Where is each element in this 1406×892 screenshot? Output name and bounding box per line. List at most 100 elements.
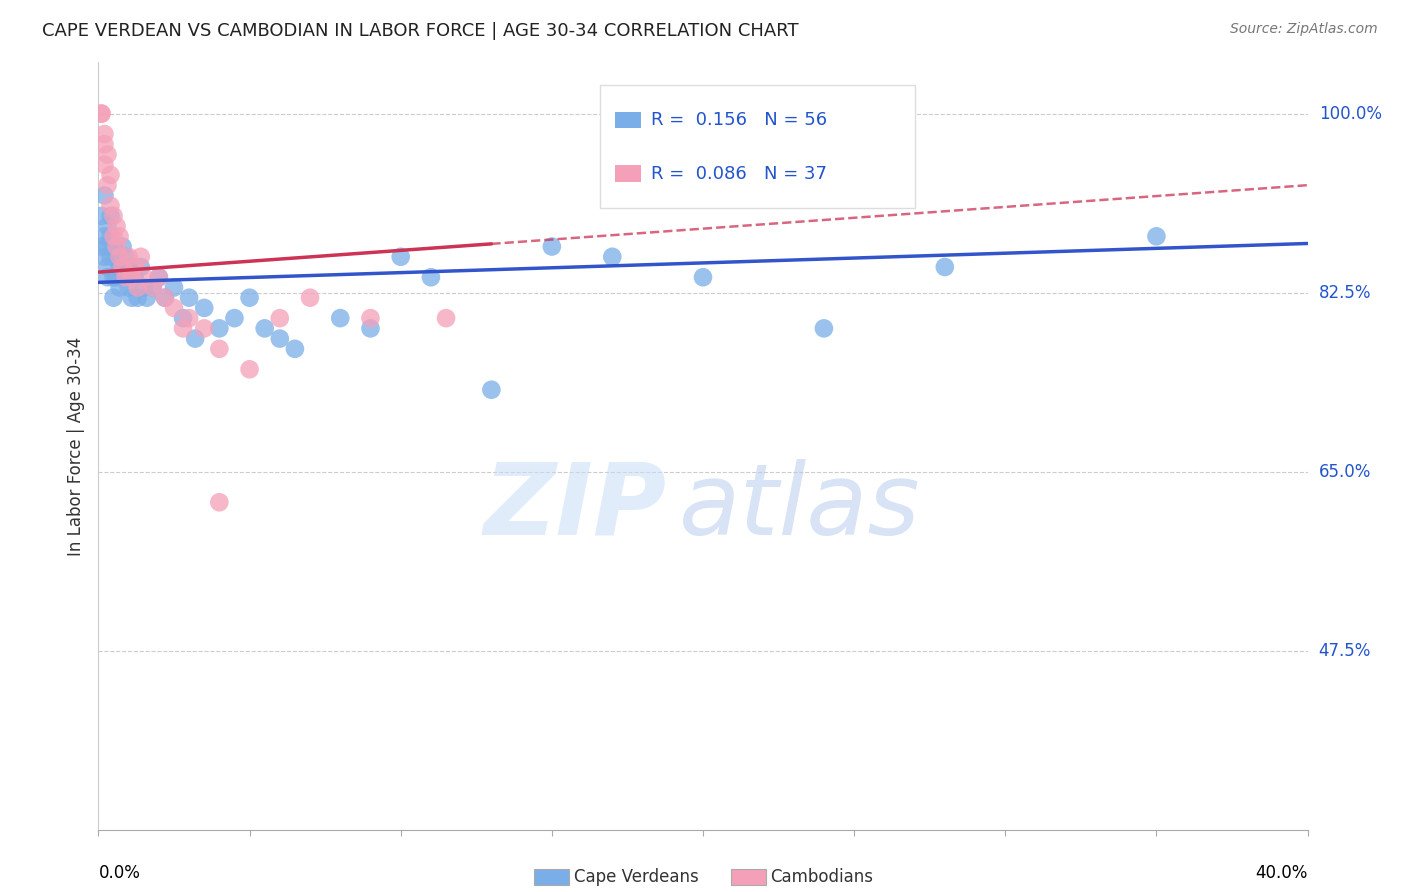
Point — [90, 106, 112, 120]
Text: 65.0%: 65.0% — [1319, 463, 1371, 481]
Point — [193, 301, 215, 315]
Point — [96, 270, 118, 285]
Point — [105, 219, 128, 233]
Point — [172, 321, 194, 335]
Point — [103, 270, 125, 285]
Point — [103, 209, 125, 223]
Bar — [614, 165, 641, 182]
Point — [179, 311, 201, 326]
Point — [118, 250, 141, 264]
Text: 47.5%: 47.5% — [1319, 641, 1371, 659]
Point — [269, 332, 291, 346]
Point — [121, 291, 143, 305]
Point — [93, 250, 115, 264]
Point — [253, 321, 276, 335]
Point — [163, 301, 186, 315]
Point — [153, 291, 176, 305]
Point — [329, 311, 352, 326]
Point — [118, 260, 141, 274]
Point — [90, 239, 112, 253]
Point — [111, 260, 134, 274]
Point — [124, 270, 146, 285]
Text: 40.0%: 40.0% — [1256, 864, 1308, 882]
Text: atlas: atlas — [679, 458, 921, 556]
Point — [124, 260, 146, 274]
Point — [172, 311, 194, 326]
Point — [93, 229, 115, 244]
Point — [100, 199, 122, 213]
Point — [602, 250, 624, 264]
Point — [90, 106, 112, 120]
Point — [163, 280, 186, 294]
Point — [93, 127, 115, 141]
Point — [96, 219, 118, 233]
Point — [96, 260, 118, 274]
Point — [93, 137, 115, 152]
Point — [284, 342, 307, 356]
Point — [692, 270, 714, 285]
Point — [132, 270, 155, 285]
Point — [129, 260, 152, 274]
Point — [100, 229, 122, 244]
Point — [135, 291, 157, 305]
Text: Source: ZipAtlas.com: Source: ZipAtlas.com — [1230, 22, 1378, 37]
Bar — [600, 86, 915, 208]
Point — [105, 270, 128, 285]
Point — [111, 239, 134, 253]
Point — [269, 311, 291, 326]
Point — [114, 270, 136, 285]
Point — [108, 250, 131, 264]
Point — [239, 291, 262, 305]
Point — [103, 239, 125, 253]
Point — [299, 291, 322, 305]
Point — [100, 209, 122, 223]
Point — [813, 321, 835, 335]
Point — [114, 270, 136, 285]
Point — [179, 291, 201, 305]
Point — [434, 311, 457, 326]
Point — [108, 260, 131, 274]
Point — [389, 250, 412, 264]
Text: 0.0%: 0.0% — [98, 864, 141, 882]
Text: 82.5%: 82.5% — [1319, 284, 1371, 301]
Text: CAPE VERDEAN VS CAMBODIAN IN LABOR FORCE | AGE 30-34 CORRELATION CHART: CAPE VERDEAN VS CAMBODIAN IN LABOR FORCE… — [42, 22, 799, 40]
Point — [142, 280, 165, 294]
Point — [1144, 229, 1167, 244]
Point — [100, 250, 122, 264]
Point — [540, 239, 562, 253]
Text: 100.0%: 100.0% — [1319, 104, 1382, 122]
Point — [90, 209, 112, 223]
Point — [93, 188, 115, 202]
Point — [114, 250, 136, 264]
Bar — [614, 112, 641, 128]
Point — [360, 321, 382, 335]
Point — [103, 291, 125, 305]
Point — [129, 250, 152, 264]
Point — [111, 260, 134, 274]
Point — [118, 280, 141, 294]
Y-axis label: In Labor Force | Age 30-34: In Labor Force | Age 30-34 — [66, 336, 84, 556]
Point — [142, 280, 165, 294]
Text: ZIP: ZIP — [484, 458, 666, 556]
Point — [148, 270, 170, 285]
Point — [103, 229, 125, 244]
Text: Cambodians: Cambodians — [770, 868, 873, 886]
Point — [93, 158, 115, 172]
Point — [481, 383, 503, 397]
Point — [148, 270, 170, 285]
Point — [96, 239, 118, 253]
Point — [96, 147, 118, 161]
Point — [239, 362, 262, 376]
Point — [96, 178, 118, 193]
Point — [121, 270, 143, 285]
Point — [208, 321, 231, 335]
Text: R =  0.086   N = 37: R = 0.086 N = 37 — [651, 165, 827, 183]
Point — [127, 291, 149, 305]
Point — [132, 280, 155, 294]
Point — [934, 260, 956, 274]
Point — [420, 270, 443, 285]
Point — [108, 229, 131, 244]
Point — [360, 311, 382, 326]
Point — [208, 342, 231, 356]
Point — [127, 280, 149, 294]
